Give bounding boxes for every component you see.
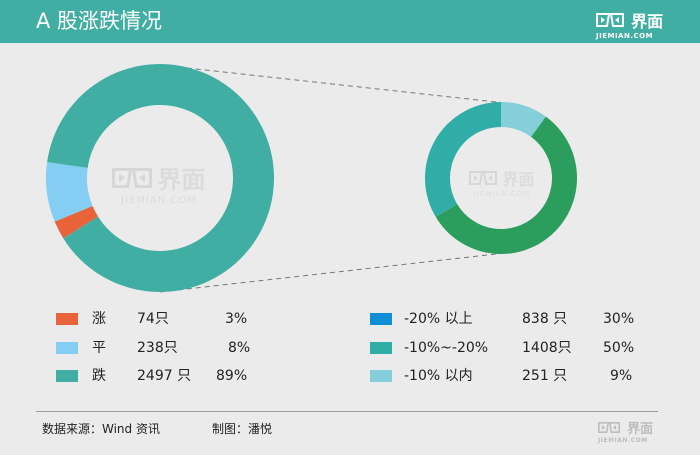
page-title: A 股涨跌情况 <box>36 9 163 33</box>
brand-name-en: JIEMIAN.COM <box>596 32 654 40</box>
legend-count: 238只 <box>137 340 178 356</box>
legend-percent: 8% <box>228 340 251 356</box>
legend-swatch-down <box>56 370 78 382</box>
legend-swatch-drop-under-10 <box>370 370 392 382</box>
watermark-left: 界面 JIEMIAN.COM <box>104 160 214 206</box>
legend-row-drop-10-20: -10%~-20% 1408只 50% <box>370 338 670 358</box>
header-bar: A 股涨跌情况 界面 JIEMIAN.COM <box>0 0 700 43</box>
legend-label: 平 <box>92 340 106 356</box>
footer-source: 数据来源：Wind 资讯 <box>42 422 160 436</box>
legend-percent: 3% <box>225 311 248 327</box>
legend-label: 跌 <box>92 368 106 384</box>
watermark-name-cn: 界面 <box>157 166 206 194</box>
legend-swatch-drop-10-20 <box>370 342 392 354</box>
legend-swatch-drop-over-20 <box>370 313 392 325</box>
footer-logo-en: JIEMIAN.COM <box>598 437 648 444</box>
connector-line-bottom <box>159 252 506 293</box>
legend-percent: 9% <box>610 368 633 384</box>
donut-left <box>45 64 274 293</box>
legend-swatch-flat <box>56 342 78 354</box>
watermark-name-cn: 界面 <box>502 170 535 189</box>
legend-row-down: 跌 2497 只 89% <box>56 366 296 386</box>
footer-logo-cn: 界面 <box>627 422 654 437</box>
legend-row-flat: 平 238只 8% <box>56 338 296 358</box>
legend-count: 838 只 <box>522 311 568 327</box>
legend-percent: 89% <box>216 368 248 384</box>
legend-percent: 30% <box>603 311 635 327</box>
donut-slice-drop-over-20 <box>424 102 501 217</box>
legend-row-drop-over-20: -20% 以上 838 只 30% <box>370 309 670 329</box>
legend-label: 涨 <box>92 311 106 327</box>
legend-count: 74只 <box>137 311 169 327</box>
donut-slice-up <box>54 205 99 239</box>
donut-slice-drop-10-20 <box>435 116 577 255</box>
donut-slice-drop-under-10 <box>501 102 546 137</box>
watermark-logo-icon <box>112 167 153 188</box>
legend-swatch-up <box>56 313 78 325</box>
footer-author: 制图：潘悦 <box>212 422 273 436</box>
donut-slice-flat <box>45 162 93 222</box>
watermark-logo-icon <box>469 171 498 185</box>
legend-label: -20% 以上 <box>404 311 473 327</box>
footer-logo-icon <box>598 422 620 433</box>
connector-line-top <box>159 64 506 104</box>
legend-row-drop-under-10: -10% 以内 251 只 9% <box>370 366 670 386</box>
legend-count: 1408只 <box>522 340 572 356</box>
legend-label: -10% 以内 <box>404 368 473 384</box>
brand-logo-icon <box>596 13 624 27</box>
footer-divider <box>36 411 658 412</box>
legend-row-up: 涨 74只 3% <box>56 309 296 329</box>
legend-percent: 50% <box>603 340 635 356</box>
brand-name-cn: 界面 <box>631 12 664 31</box>
legend-label: -10%~-20% <box>404 340 489 356</box>
watermark-name-en: JIEMIAN.COM <box>121 195 197 206</box>
watermark-name-en: JIEMIAN.COM <box>473 190 531 198</box>
donut-slice-down <box>47 64 274 293</box>
brand-logo: 界面 JIEMIAN.COM <box>596 8 686 40</box>
footer-logo: 界面 JIEMIAN.COM <box>598 417 678 444</box>
legend-count: 2497 只 <box>137 368 192 384</box>
watermark-right: 界面 JIEMIAN.COM <box>466 166 538 198</box>
legend-count: 251 只 <box>522 368 568 384</box>
donut-right <box>424 102 577 255</box>
